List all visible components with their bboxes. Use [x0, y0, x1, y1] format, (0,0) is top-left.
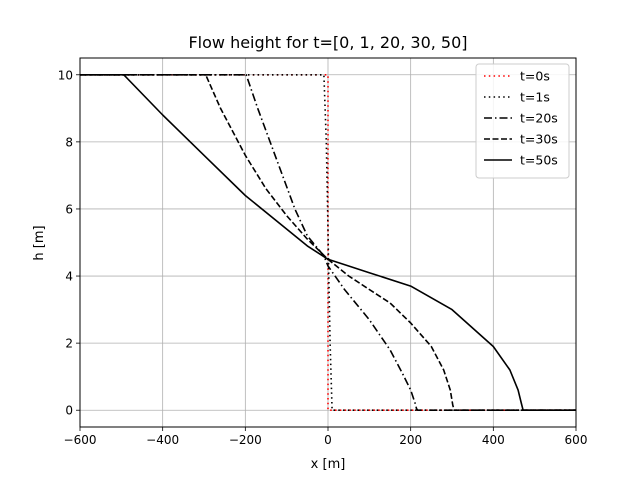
series-line-2 — [80, 74, 576, 412]
chart-title: Flow height for t=[0, 1, 20, 30, 50] — [188, 33, 467, 52]
x-tick-label: 200 — [399, 433, 422, 447]
legend-label: t=0s — [520, 69, 550, 84]
series-line-4 — [80, 74, 576, 412]
grid-lines — [79, 58, 577, 427]
x-tick-label: −400 — [146, 433, 179, 447]
legend-box — [475, 63, 570, 179]
series-lines — [80, 74, 576, 412]
x-tick-label: 0 — [324, 433, 332, 447]
series-line-1 — [80, 74, 576, 412]
x-tick-label: 400 — [482, 433, 505, 447]
series-line-3 — [80, 74, 576, 412]
x-tick-label: 600 — [565, 433, 588, 447]
x-axis-label: x [m] — [311, 457, 346, 472]
y-tick-label: 0 — [65, 404, 73, 418]
y-tick-label: 6 — [65, 202, 73, 216]
y-axis-label: h [m] — [32, 225, 47, 260]
y-tick-label: 8 — [65, 135, 73, 149]
legend-label: t=20s — [520, 111, 558, 126]
x-tick-label: −200 — [229, 433, 262, 447]
y-tick-label: 2 — [65, 337, 73, 351]
axis-ticks: −600 −400 −200 0 200 400 600 0 2 4 6 8 10 — [58, 68, 588, 447]
legend-label: t=50s — [520, 153, 558, 168]
legend-label: t=30s — [520, 132, 558, 147]
chart-legend: t=0s t=1s t=20s t=30s t=50s — [475, 63, 570, 179]
legend-label: t=1s — [520, 90, 550, 105]
x-tick-label: −600 — [64, 433, 97, 447]
y-tick-label: 10 — [58, 68, 73, 82]
y-tick-label: 4 — [65, 270, 73, 284]
